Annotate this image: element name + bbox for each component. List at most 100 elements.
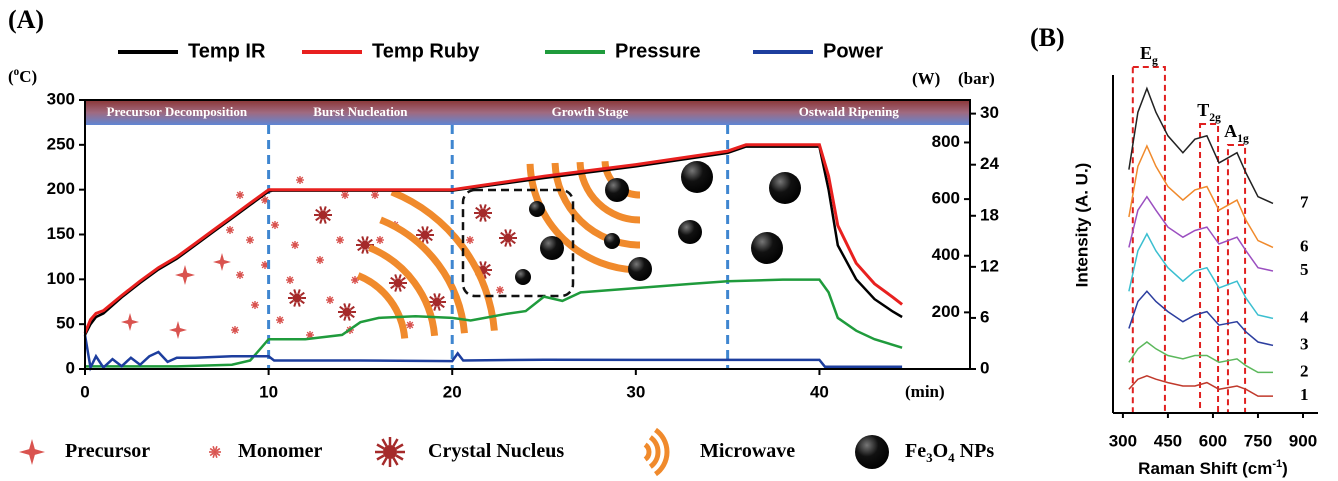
icon-legend-label: Microwave [700,440,795,462]
core [263,198,267,202]
x-tick-label: 450 [1154,431,1182,450]
ray [343,303,347,309]
icon-legend-label-part: 4 [948,450,955,465]
ray [401,284,406,290]
ray [398,286,402,292]
y-axis-title-part: ( [8,67,14,86]
ray [483,273,487,279]
ray [394,286,398,292]
ray [508,241,512,247]
nucleus-icon [271,221,279,229]
x-tick-label: 20 [443,382,462,401]
spectrum [1128,232,1274,320]
precursor-icon [19,439,45,465]
x-tick-label: 30 [626,382,645,401]
y-axis-title-part: C) [19,67,37,86]
core [478,208,488,218]
peak-label-part: g [1152,54,1158,67]
y2-tick-label: 400 [932,245,960,264]
x-axis-title-part: -1 [1272,458,1282,470]
nucleus-icon [375,437,405,467]
ray [390,276,395,282]
ray [417,228,422,234]
ray [479,216,483,222]
ray [365,236,369,242]
nanoparticle-icon [751,232,783,264]
nucleus-icon [291,241,299,249]
peak-label-part: T [1197,100,1209,120]
nucleus-icon [376,236,384,244]
ray [319,218,323,224]
ray [214,446,218,451]
ray [216,452,221,457]
ray [511,231,516,237]
peak-region [1199,123,1220,414]
nanoparticle-icon [604,233,620,249]
x-axis-title-part: Raman Shift (cm [1138,459,1272,478]
core [378,238,382,242]
ray [500,239,505,245]
precursor-icon [169,321,187,339]
core [213,450,217,454]
panel-label: (A) [8,5,44,34]
ray [209,452,214,457]
core [228,228,232,232]
icon-legend-label: Crystal Nucleus [428,440,564,462]
stage-label: Burst Nucleation [313,104,408,119]
y-axis-title-part: o [14,66,20,78]
x-axis-title: Raman Shift (cm-1) [1138,458,1288,479]
ray [486,271,491,277]
nucleus-icon [316,256,324,264]
microwave-icon [653,427,670,477]
icon-legend-label-part: Crystal Nucleus [428,440,564,462]
core [292,293,302,303]
ray [479,204,483,210]
ray [315,216,320,222]
nanoparticle-icon [681,161,713,193]
ray [209,447,214,452]
core [278,318,282,322]
nucleus-icon [226,226,234,234]
legend-label: Temp IR [188,40,266,62]
nucleus-icon [209,446,221,458]
ray [486,206,491,212]
ray [381,438,388,447]
nucleus-icon [389,274,407,292]
core [338,238,342,242]
spectrum [1128,341,1273,374]
ray [483,261,487,267]
microwave-icon [526,163,641,274]
nucleus-icon [251,301,259,309]
core [238,193,242,197]
microwave-icon [551,162,641,249]
ray [297,289,301,295]
series-label: 6 [1300,236,1309,255]
series-label: 5 [1300,260,1309,279]
y-tick-label: 300 [47,89,75,108]
nanoparticle-icon [855,435,889,469]
ray [390,284,395,290]
core [373,193,377,197]
core [503,233,513,243]
microwave-icon [368,244,439,337]
nucleus-icon [338,303,356,321]
spectrum [1128,195,1274,272]
ray [437,293,441,299]
core [263,263,267,267]
panel-label: (B) [1030,23,1065,52]
nucleus-icon [296,176,304,184]
ray [433,305,437,311]
ray [504,229,508,235]
ray [216,447,221,452]
nucleus-icon [326,296,334,304]
core [293,243,297,247]
ray [297,301,301,307]
nanoparticle-icon [529,201,545,217]
ray [293,289,297,295]
ray [483,204,487,210]
ray [315,208,320,214]
ray [376,454,385,461]
ray [289,299,294,305]
icon-legend-label-part: 3 [926,450,933,465]
microwave-icon [356,272,409,339]
